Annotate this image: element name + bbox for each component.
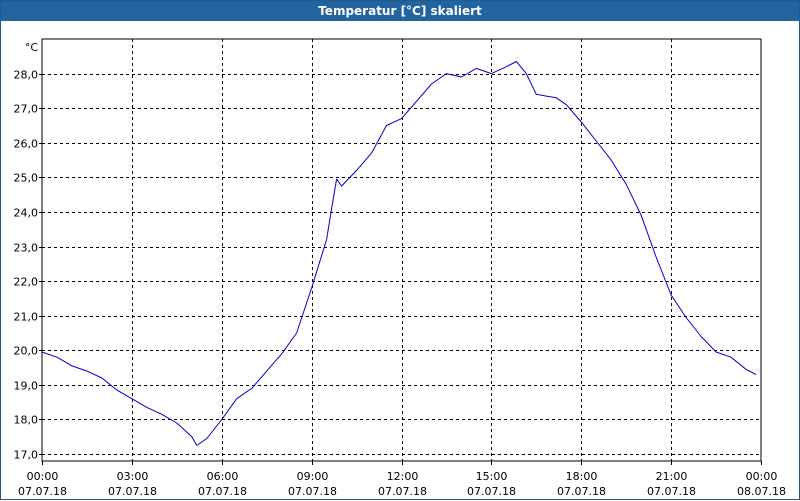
- data-point: [506, 66, 507, 67]
- data-point: [146, 407, 147, 408]
- data-point: [745, 369, 746, 370]
- data-point: [386, 125, 387, 126]
- x-tick-label-date: 07.07.18: [288, 485, 337, 498]
- data-point: [41, 351, 42, 352]
- data-point: [401, 118, 402, 119]
- data-point: [371, 153, 372, 154]
- data-point: [611, 160, 612, 161]
- data-point: [341, 185, 342, 186]
- data-point: [461, 76, 462, 77]
- data-point: [56, 357, 57, 358]
- y-tick-label: 27,0: [14, 103, 39, 116]
- x-tick-label-time: 18:00: [566, 470, 598, 483]
- x-tick-label-time: 21:00: [656, 470, 688, 483]
- window-title: Temperatur [°C] skaliert: [1, 1, 799, 21]
- x-tick-label-date: 07.07.18: [557, 485, 606, 498]
- y-tick-label: 23,0: [14, 242, 39, 255]
- x-tick-label-time: 00:00: [746, 470, 778, 483]
- data-point: [221, 419, 222, 420]
- data-point: [446, 73, 447, 74]
- data-point: [581, 121, 582, 122]
- data-point: [546, 96, 547, 97]
- x-tick-label-date: 07.07.18: [647, 485, 696, 498]
- data-point: [686, 317, 687, 318]
- y-tick-label: 26,0: [14, 138, 39, 151]
- data-point: [71, 365, 72, 366]
- data-point: [131, 398, 132, 399]
- data-point: [311, 287, 312, 288]
- data-point: [491, 73, 492, 74]
- data-point: [431, 83, 432, 84]
- x-tick-label-date: 07.07.18: [108, 485, 157, 498]
- data-point: [701, 336, 702, 337]
- data-point: [331, 208, 332, 209]
- data-point: [296, 332, 297, 333]
- y-tick-label: 20,0: [14, 345, 39, 358]
- data-point: [191, 436, 192, 437]
- data-point: [730, 357, 731, 358]
- data-point: [176, 422, 177, 423]
- x-tick-label-date: 08.07.18: [737, 485, 786, 498]
- y-axis-unit-label: °C: [25, 41, 39, 54]
- data-point: [161, 414, 162, 415]
- y-tick-label: 24,0: [14, 207, 39, 220]
- data-point: [336, 179, 337, 180]
- data-point: [416, 101, 417, 102]
- data-point: [526, 73, 527, 74]
- data-point: [266, 371, 267, 372]
- data-point: [251, 388, 252, 389]
- y-tick-label: 25,0: [14, 172, 39, 185]
- temperature-series-line: [41, 61, 757, 446]
- data-point: [556, 97, 557, 98]
- x-tick-label-time: 09:00: [297, 470, 329, 483]
- data-point: [356, 170, 357, 171]
- data-point: [281, 353, 282, 354]
- data-point: [101, 377, 102, 378]
- y-tick-label: 18,0: [14, 414, 39, 427]
- x-tick-label-time: 00:00: [27, 470, 59, 483]
- x-tick-label-time: 12:00: [387, 470, 419, 483]
- x-tick-label-date: 07.07.18: [378, 485, 427, 498]
- y-tick-label: 28,0: [14, 69, 39, 82]
- y-tick-label: 22,0: [14, 276, 39, 289]
- data-point: [196, 445, 197, 446]
- data-point: [626, 184, 627, 185]
- y-tick-label: 17,0: [14, 449, 39, 462]
- y-tick-label: 19,0: [14, 380, 39, 393]
- x-tick-label-date: 07.07.18: [198, 485, 247, 498]
- data-point: [656, 256, 657, 257]
- data-point: [755, 374, 756, 375]
- data-point: [671, 294, 672, 295]
- data-point: [236, 398, 237, 399]
- data-point: [516, 61, 517, 62]
- x-tick-label-time: 06:00: [207, 470, 239, 483]
- x-tick-label-date: 07.07.18: [467, 485, 516, 498]
- data-point: [116, 390, 117, 391]
- data-point: [536, 94, 537, 95]
- x-tick-label-time: 03:00: [117, 470, 149, 483]
- x-tick-label-date: 07.07.18: [18, 485, 67, 498]
- data-point: [641, 215, 642, 216]
- data-point: [716, 351, 717, 352]
- data-point: [206, 438, 207, 439]
- data-point: [566, 104, 567, 105]
- y-tick-label: 21,0: [14, 311, 39, 324]
- data-point: [596, 140, 597, 141]
- data-point: [86, 371, 87, 372]
- plot-area: [41, 38, 762, 462]
- data-point: [476, 68, 477, 69]
- data-point: [326, 239, 327, 240]
- x-tick-label-time: 15:00: [476, 470, 508, 483]
